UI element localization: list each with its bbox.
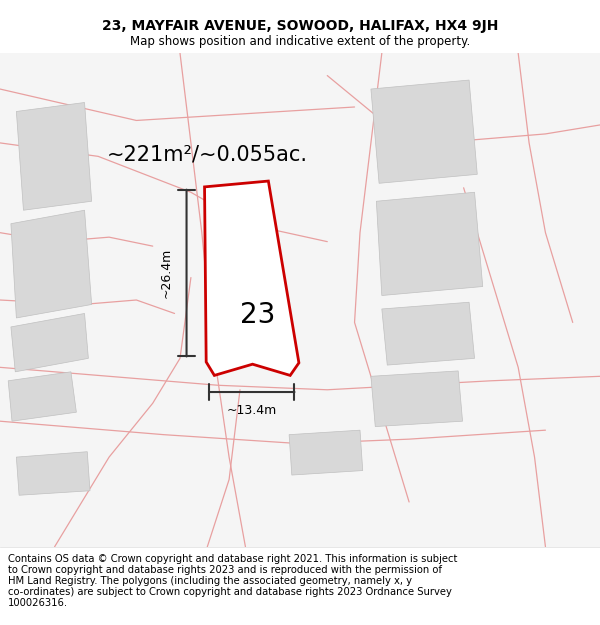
Text: co-ordinates) are subject to Crown copyright and database rights 2023 Ordnance S: co-ordinates) are subject to Crown copyr… <box>8 586 452 596</box>
Polygon shape <box>371 371 463 427</box>
Polygon shape <box>8 372 76 421</box>
Text: 100026316.: 100026316. <box>8 598 68 608</box>
Text: ~13.4m: ~13.4m <box>227 404 277 417</box>
Text: 23, MAYFAIR AVENUE, SOWOOD, HALIFAX, HX4 9JH: 23, MAYFAIR AVENUE, SOWOOD, HALIFAX, HX4… <box>102 19 498 33</box>
Text: HM Land Registry. The polygons (including the associated geometry, namely x, y: HM Land Registry. The polygons (includin… <box>8 576 412 586</box>
Polygon shape <box>382 302 475 365</box>
Polygon shape <box>11 210 92 318</box>
Polygon shape <box>11 314 88 372</box>
Text: ~221m²/~0.055ac.: ~221m²/~0.055ac. <box>107 144 308 164</box>
Text: Map shows position and indicative extent of the property.: Map shows position and indicative extent… <box>130 35 470 48</box>
Text: ~26.4m: ~26.4m <box>160 248 173 298</box>
Text: to Crown copyright and database rights 2023 and is reproduced with the permissio: to Crown copyright and database rights 2… <box>8 565 442 575</box>
Polygon shape <box>289 430 363 475</box>
Text: Contains OS data © Crown copyright and database right 2021. This information is : Contains OS data © Crown copyright and d… <box>8 554 457 564</box>
Polygon shape <box>376 192 483 296</box>
Polygon shape <box>16 102 92 210</box>
Polygon shape <box>205 181 299 376</box>
Text: 23: 23 <box>240 301 275 329</box>
Polygon shape <box>371 80 477 183</box>
Polygon shape <box>16 452 90 495</box>
